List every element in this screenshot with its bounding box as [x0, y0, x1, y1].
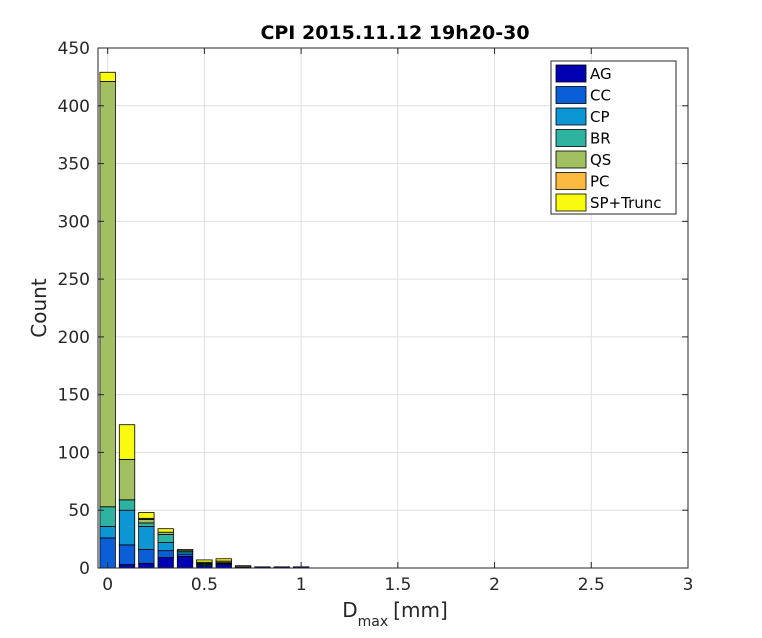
- legend-label-pc: PC: [590, 173, 610, 191]
- legend-swatch-pc: [555, 172, 587, 190]
- legend-label-cp: CP: [590, 108, 610, 126]
- bar-segment-br: [118, 499, 136, 511]
- bar-segment-br: [138, 522, 155, 527]
- bar-segment-qs: [138, 519, 155, 524]
- y-tick-label: 300: [58, 212, 90, 232]
- bar-segment-sp-trunc: [215, 558, 232, 562]
- legend-swatch-ag: [555, 64, 587, 83]
- legend-swatch-cc: [555, 86, 587, 104]
- bar-segment-sp-trunc: [138, 512, 155, 519]
- x-tick-label: 0.5: [191, 575, 218, 595]
- bar-segment-qs: [234, 565, 252, 568]
- bar-segment-sp-trunc: [196, 559, 213, 563]
- bar-segment-ag: [176, 556, 194, 569]
- x-tick-label: 3: [683, 575, 694, 595]
- tick-marks: [98, 47, 689, 569]
- bar-segment-cp: [99, 526, 116, 539]
- x-axis-label-subscript: max: [358, 614, 389, 630]
- bar-segment-ag: [157, 557, 174, 569]
- legend-swatch-br: [555, 129, 587, 147]
- y-tick-label: 450: [58, 39, 90, 59]
- x-tick-label: 0: [102, 575, 113, 595]
- x-axis-label: Dmax [mm]: [342, 598, 448, 630]
- legend-swatch-cp: [555, 107, 587, 126]
- x-tick-labels: 0 0.5 1 1.5 2 2.5 3: [102, 575, 693, 595]
- legend: AG CC CP BR QS PC SP+Trunc: [550, 60, 677, 215]
- bar-segment-br: [99, 506, 116, 527]
- x-tick-label: 1: [296, 575, 307, 595]
- bar-segment-sp-trunc: [157, 528, 174, 533]
- bar-segment-qs: [118, 458, 136, 501]
- y-tick-label: 250: [58, 270, 90, 290]
- bar-segment-ag: [215, 564, 232, 569]
- x-tick-label: 2.5: [578, 575, 605, 595]
- y-tick-label: 150: [58, 386, 90, 406]
- bar-segment-sp-trunc: [176, 549, 194, 552]
- y-tick-label: 400: [58, 97, 90, 117]
- y-axis-label: Count: [27, 278, 51, 338]
- bar-segment-sp-trunc: [99, 71, 116, 82]
- x-tick-label: 2: [489, 575, 500, 595]
- y-tick-label: 0: [79, 559, 90, 579]
- chart-title: CPI 2015.11.12 19h20-30: [260, 22, 529, 44]
- bar-segment-cp: [157, 542, 174, 552]
- y-tick-label: 100: [58, 443, 90, 463]
- bar-segment-cc: [138, 549, 155, 564]
- bar-segment-ag: [118, 564, 136, 569]
- legend-label-br: BR: [590, 130, 611, 148]
- y-tick-labels: 0 50 100 150 200 250 300 350 400 450: [58, 39, 90, 579]
- bar-segment-cc: [118, 544, 136, 565]
- bar-segment-ag: [138, 562, 155, 569]
- x-axis-label-unit: [mm]: [393, 598, 448, 622]
- plot-frame: [97, 47, 689, 569]
- x-axis-label-main: D: [342, 598, 357, 622]
- bar-segment-qs: [99, 81, 116, 508]
- bar-segment-cp: [118, 509, 136, 546]
- y-tick-label: 200: [58, 328, 90, 348]
- legend-label-qs: QS: [590, 151, 611, 169]
- y-tick-label: 50: [68, 501, 90, 521]
- bar-segment-br: [157, 534, 174, 543]
- legend-swatch-qs: [555, 150, 587, 169]
- y-tick-label: 350: [58, 155, 90, 175]
- x-tick-label: 1.5: [384, 575, 411, 595]
- legend-label-cc: CC: [590, 87, 611, 105]
- legend-swatch-sp-trunc: [555, 193, 587, 212]
- bar-segment-cp: [138, 526, 155, 550]
- legend-label-sp-trunc: SP+Trunc: [590, 194, 662, 212]
- legend-label-ag: AG: [590, 65, 612, 83]
- bar-segment-sp-trunc: [118, 424, 136, 460]
- bar-segment-cc: [157, 550, 174, 559]
